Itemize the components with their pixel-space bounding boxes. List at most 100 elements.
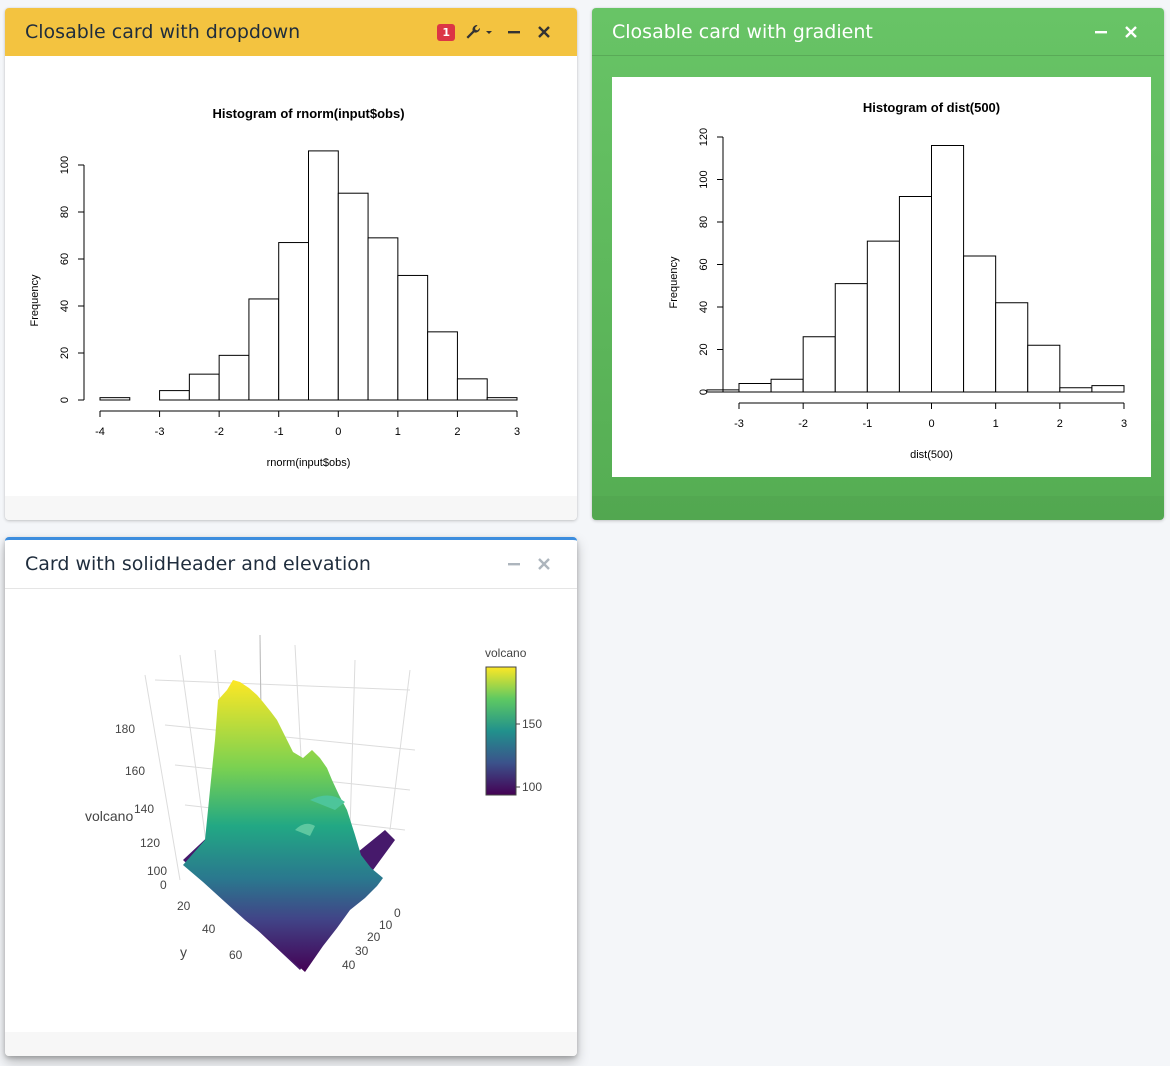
histogram-bar [99, 397, 131, 401]
x-axis-label: rnorm(input$obs) [267, 457, 351, 469]
collapse-button[interactable] [1088, 19, 1114, 45]
volcano-surface [183, 680, 383, 972]
x-tick: 20 [367, 930, 381, 944]
histogram-bar [397, 274, 429, 401]
plot-container: Histogram of dist(500) -3 -2 -1 0 1 2 3 0 20 40 60 8… [612, 77, 1151, 477]
card-header: Closable card with dropdown 1 [5, 8, 577, 56]
x-tick: 10 [379, 918, 393, 932]
histogram-bar [159, 390, 190, 401]
card-footer [592, 496, 1164, 520]
close-icon [1125, 25, 1137, 38]
x-tick-label: 3 [514, 426, 520, 438]
y-tick-label: 20 [698, 343, 710, 355]
card-title: Card with solidHeader and elevation [25, 553, 371, 575]
card-header: Card with solidHeader and elevation [5, 540, 577, 589]
histogram-bar [866, 240, 900, 393]
histogram-bar [770, 378, 804, 393]
z-axis-title: volcano [85, 808, 133, 824]
z-tick: 100 [147, 864, 167, 878]
surface-highlight [310, 795, 345, 810]
card-footer [5, 1032, 577, 1056]
notification-badge: 1 [437, 23, 455, 41]
y-axis-label: Frequency [668, 256, 680, 308]
histogram-rnorm: Histogram of rnorm(input$obs) -4 -3 -2 -1 0 1 2… [29, 106, 520, 469]
legend-title: volcano [485, 646, 527, 660]
minus-icon [508, 31, 520, 34]
collapse-button[interactable] [501, 19, 527, 45]
card-tools [1088, 19, 1144, 45]
x-axis-label: dist(500) [910, 449, 953, 461]
card-gradient: Closable card with gradient Histogram of… [592, 8, 1164, 520]
x-tick: 0 [394, 906, 401, 920]
wrench-dropdown-button[interactable] [463, 19, 497, 45]
chart-title: Histogram of rnorm(input$obs) [212, 106, 404, 121]
x-tick-label: -3 [734, 418, 744, 430]
close-icon [538, 558, 550, 570]
collapse-button[interactable] [501, 551, 527, 577]
histogram-bar [188, 373, 220, 401]
histogram-bar [367, 237, 399, 401]
card-header: Closable card with gradient [592, 8, 1164, 56]
z-tick: 140 [134, 802, 154, 816]
x-tick-label: 1 [395, 426, 401, 438]
card-dropdown: Closable card with dropdown 1 Histogram … [5, 8, 577, 520]
x-tick-label: -1 [274, 426, 284, 438]
chart-title: Histogram of dist(500) [863, 100, 1000, 115]
y-tick-label: 40 [698, 301, 710, 313]
histogram-bar [995, 302, 1029, 393]
histogram-bar [456, 378, 488, 401]
y-axis-label: Frequency [29, 274, 41, 326]
histogram-bar [1091, 385, 1125, 393]
y-tick-label: 100 [59, 156, 71, 174]
histogram-bar [898, 196, 932, 393]
minus-icon [508, 563, 520, 566]
card-title: Closable card with gradient [612, 20, 873, 43]
card-footer [5, 496, 577, 520]
card-tools [501, 551, 557, 577]
x-tick-label: 2 [1057, 418, 1063, 430]
histogram-bar [337, 192, 369, 401]
histogram-bar [248, 298, 280, 401]
close-icon [538, 26, 550, 38]
legend-tick: 150 [522, 717, 542, 731]
x-tick: 30 [355, 944, 369, 958]
close-button[interactable] [531, 551, 557, 577]
y-tick-label: 80 [698, 216, 710, 228]
histogram-bar [738, 383, 772, 393]
y-tick: 0 [160, 878, 167, 892]
histogram-bar [802, 336, 836, 393]
x-tick-label: -2 [798, 418, 808, 430]
x-tick-label: 1 [993, 418, 999, 430]
surface-plot-3d[interactable]: volcano 150 100 180 160 140 120 100 0 20… [5, 590, 577, 1030]
y-tick-label: 20 [59, 347, 71, 359]
close-button[interactable] [531, 19, 557, 45]
y-tick-label: 60 [59, 253, 71, 265]
histogram-bar [1059, 387, 1093, 393]
x-tick-label: -1 [862, 418, 872, 430]
histogram-bar [963, 255, 997, 393]
z-tick: 120 [140, 836, 160, 850]
card-title: Closable card with dropdown [25, 21, 301, 43]
y-tick-label: 100 [698, 170, 710, 188]
minus-icon [1095, 30, 1107, 33]
x-tick-label: 0 [335, 426, 341, 438]
caret-down-icon [486, 31, 492, 34]
wrench-icon [466, 25, 492, 39]
x-tick-label: 3 [1121, 418, 1127, 430]
histogram-dist: Histogram of dist(500) -3 -2 -1 0 1 2 3 0 20 40 60 8… [668, 100, 1127, 461]
histogram-bar [278, 242, 310, 401]
histogram-bar [1027, 344, 1061, 393]
histogram-bar [834, 283, 868, 393]
x-tick-label: 2 [454, 426, 460, 438]
surface-highlight [295, 823, 315, 836]
x-tick-label: -3 [155, 426, 165, 438]
z-tick: 160 [125, 764, 145, 778]
x-tick: 40 [342, 958, 356, 972]
histogram-bar [486, 397, 518, 401]
y-tick: 20 [177, 899, 191, 913]
close-button[interactable] [1118, 19, 1144, 45]
x-tick-label: -4 [95, 426, 105, 438]
y-axis-title: y [180, 944, 187, 960]
x-tick-label: 0 [928, 418, 934, 430]
y-tick-label: 60 [698, 258, 710, 270]
